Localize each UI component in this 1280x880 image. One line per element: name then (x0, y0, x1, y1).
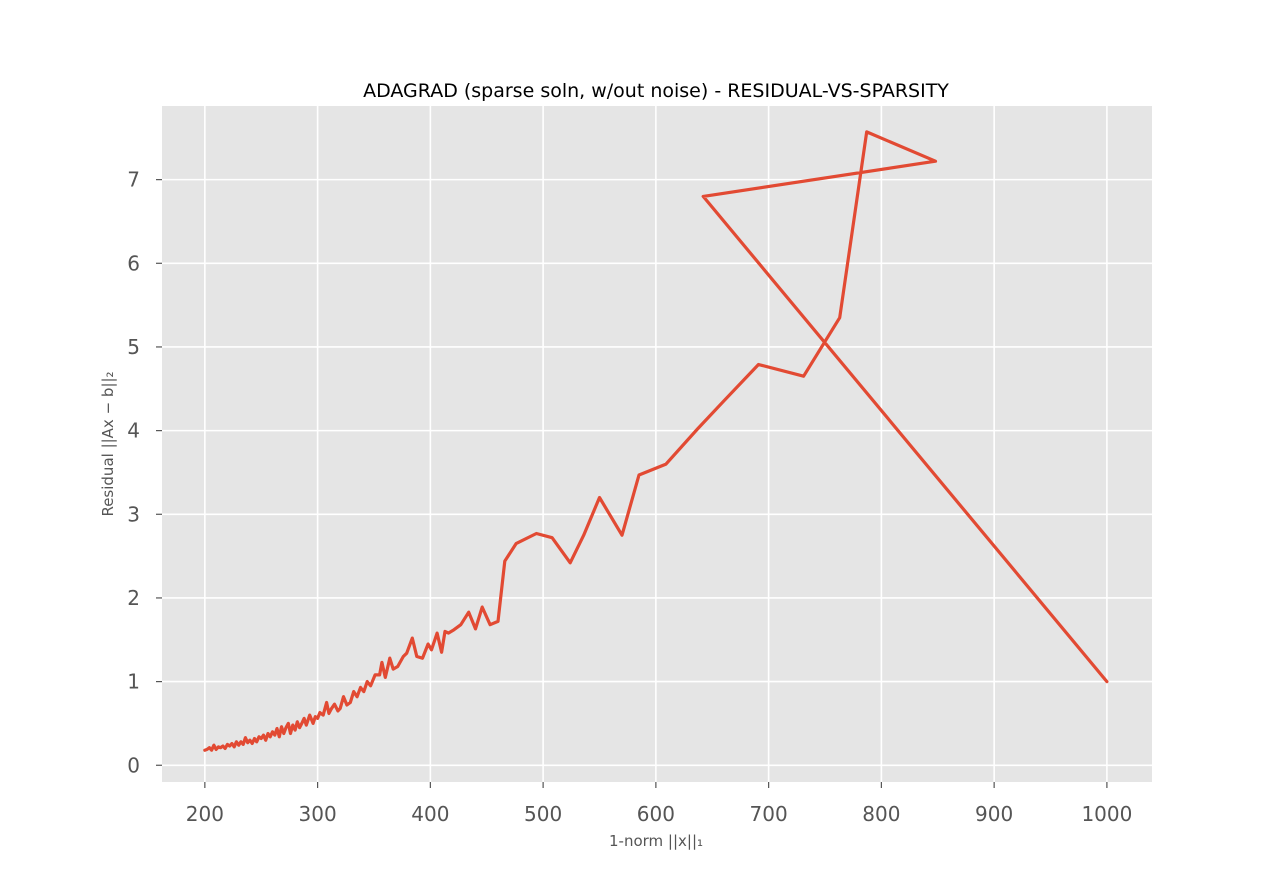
y-tick-label: 6 (127, 251, 140, 275)
y-tick-label: 4 (127, 419, 140, 443)
x-tick-label: 800 (862, 802, 900, 826)
series-line-0 (203, 130, 1109, 752)
y-tick-label: 1 (127, 670, 140, 694)
plot-area (162, 106, 1152, 782)
y-tick-label: 5 (127, 335, 140, 359)
x-tick-label: 200 (186, 802, 224, 826)
grid-lines (162, 106, 1152, 782)
x-tick-label: 1000 (1081, 802, 1132, 826)
y-tick-label: 0 (127, 753, 140, 777)
x-tick-label: 400 (411, 802, 449, 826)
x-axis-label: 1-norm ||x||₁ (609, 832, 703, 850)
x-tick-label: 900 (975, 802, 1013, 826)
y-axis-ticks: 0 1 2 3 4 5 6 7 (127, 168, 162, 777)
x-tick-label: 500 (524, 802, 562, 826)
y-tick-label: 3 (127, 502, 140, 526)
x-tick-label: 600 (637, 802, 675, 826)
y-axis-label: Residual ||Ax − b||₂ (99, 371, 117, 516)
x-tick-label: 300 (299, 802, 337, 826)
chart-title: ADAGRAD (sparse soln, w/out noise) - RES… (363, 80, 949, 102)
y-tick-label: 2 (127, 586, 140, 610)
x-axis-ticks: 200 300 400 500 600 700 800 900 1000 (186, 782, 1132, 826)
series-layer (203, 130, 1109, 752)
y-tick-label: 7 (127, 168, 140, 192)
x-tick-label: 700 (750, 802, 788, 826)
